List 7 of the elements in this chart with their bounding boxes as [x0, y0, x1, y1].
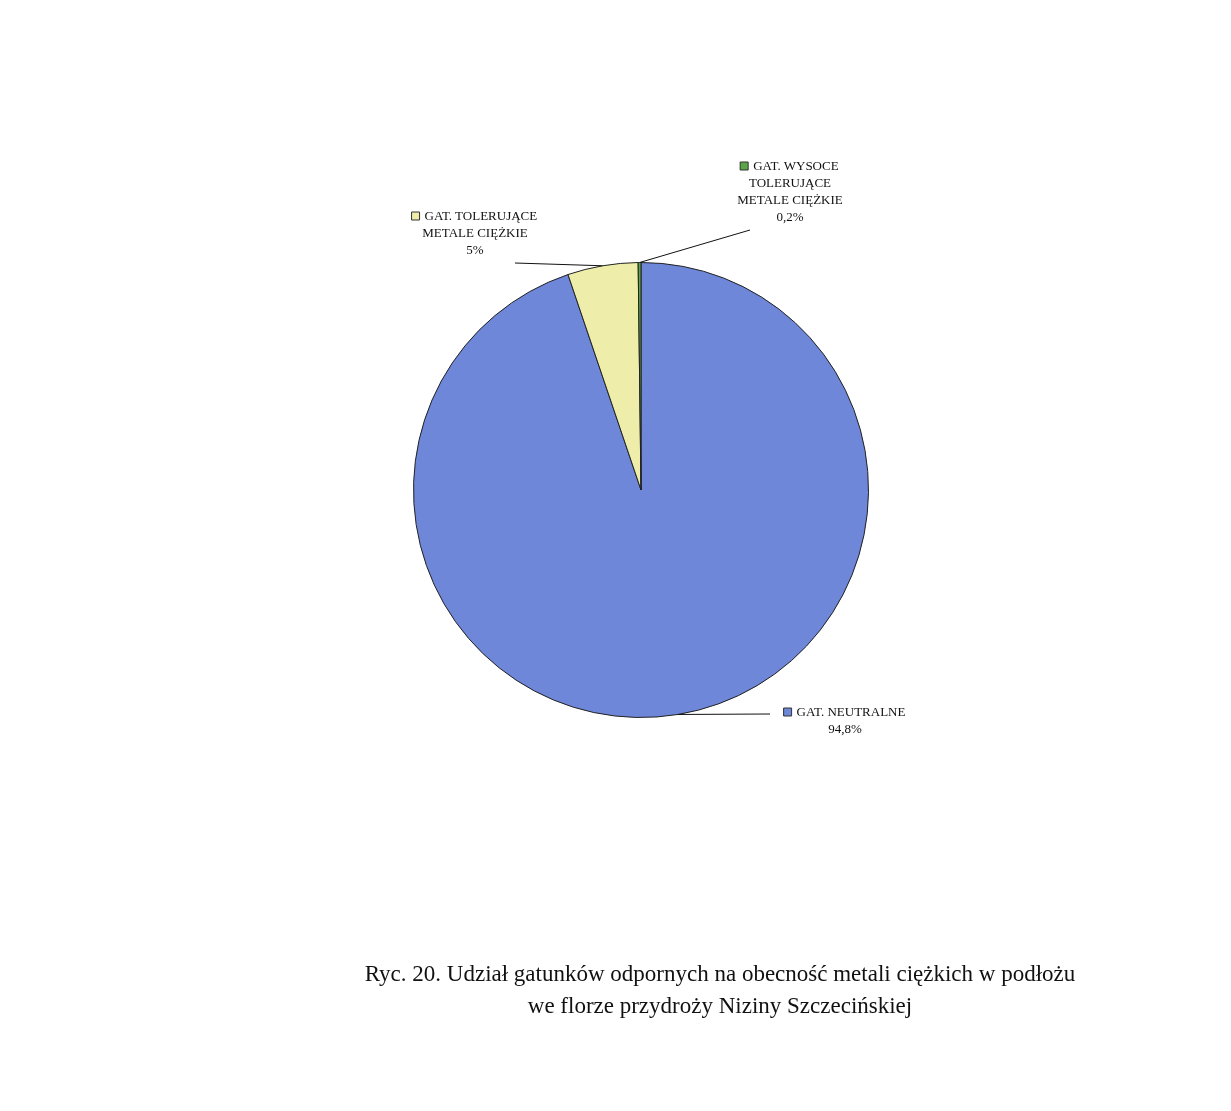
text: Ryc. 20. Udział gatunków odpornych na obecność metali ciężkich w podłożu we florze przydroży Niziny Szczecińskiej: [363, 960, 1077, 1020]
data-label: 0,2%: [776, 208, 804, 224]
legend-label: GAT. TOLERUJĄCE METALE CIĘŻKIE: [422, 207, 538, 240]
legend-label: GAT. WYSOCE TOLERUJĄCE METALE CIĘŻKIE: [737, 157, 843, 207]
data-label: 94,8%: [828, 720, 862, 736]
data-label: 5%: [466, 241, 484, 257]
legend-label: GAT. NEUTRALNE: [796, 703, 906, 719]
